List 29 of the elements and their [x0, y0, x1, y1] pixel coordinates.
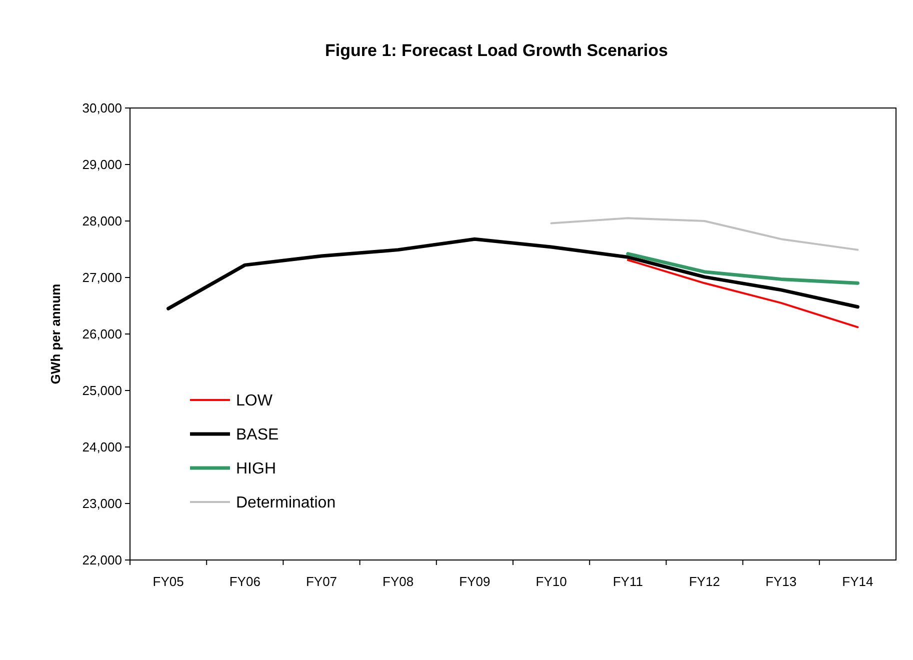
line-series: [626, 258, 859, 328]
x-tick-label: FY10: [536, 574, 567, 589]
y-tick-label: 24,000: [82, 440, 122, 455]
legend-label: HIGH: [236, 460, 276, 478]
legend-label: Determination: [236, 494, 336, 512]
y-tick-label: 26,000: [82, 326, 122, 342]
legend-label: LOW: [236, 392, 274, 410]
y-tick-label: 23,000: [82, 496, 122, 512]
y-axis-title: GWh per annum: [48, 284, 63, 384]
x-tick-label: FY07: [306, 574, 338, 589]
x-tick-label: FY11: [612, 574, 643, 589]
x-tick-label: FY14: [842, 574, 874, 589]
chart-title: Figure 1: Forecast Load Growth Scenarios: [325, 41, 668, 60]
line-series: [626, 252, 860, 285]
y-tick-label: 22,000: [82, 552, 122, 568]
line-series: [166, 237, 860, 310]
y-tick-label: 29,000: [82, 157, 122, 172]
x-tick-label: FY12: [688, 574, 720, 589]
x-tick-label: FY05: [152, 574, 184, 589]
legend-label: BASE: [236, 426, 279, 444]
y-tick-label: 30,000: [82, 100, 122, 116]
x-tick-label: FY08: [382, 574, 414, 589]
x-tick-label: FY13: [766, 574, 797, 589]
y-tick-label: 27,000: [82, 270, 122, 286]
x-tick-label: FY06: [229, 574, 260, 589]
line-series: [550, 217, 859, 251]
x-tick-label: FY09: [459, 574, 490, 589]
y-tick-label: 25,000: [82, 383, 122, 398]
y-tick-label: 28,000: [82, 214, 122, 229]
